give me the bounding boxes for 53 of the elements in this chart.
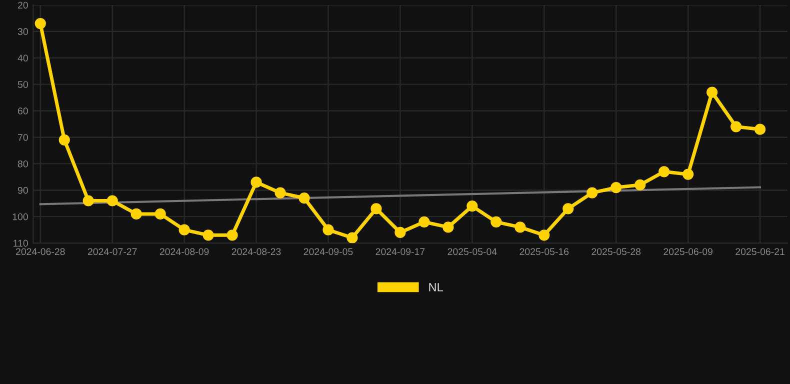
- point: [586, 187, 598, 198]
- x-tick-label: 2024-07-27: [88, 248, 137, 256]
- x-tick-label: 2024-08-23: [232, 248, 281, 256]
- point: [178, 224, 190, 236]
- point: [490, 216, 502, 228]
- point: [394, 226, 406, 238]
- point: [322, 224, 334, 236]
- y-tick-label: 80: [18, 160, 28, 168]
- point: [106, 195, 118, 206]
- point: [538, 230, 550, 241]
- x-tick-label: 2025-06-21: [736, 248, 784, 256]
- point: [298, 192, 310, 204]
- point: [370, 203, 382, 214]
- point: [442, 222, 454, 233]
- legend-label: NL: [429, 283, 443, 292]
- point: [634, 179, 646, 190]
- y-tick-label: 60: [18, 108, 28, 114]
- x-tick-label: 2025-05-04: [448, 248, 497, 256]
- y-tick-label: 90: [18, 186, 28, 194]
- point: [58, 134, 70, 146]
- x-tick-label: 2024-09-05: [304, 248, 353, 256]
- point: [466, 200, 478, 212]
- x-tick-label: 2025-05-16: [520, 248, 569, 256]
- x-tick-label: 2025-05-28: [592, 248, 641, 256]
- y-tick-label: 40: [18, 54, 28, 62]
- point: [34, 18, 46, 30]
- x-tick-label: 2024-08-09: [160, 248, 209, 256]
- point: [130, 208, 142, 220]
- point: [706, 86, 718, 98]
- point: [250, 176, 262, 188]
- point: [682, 168, 694, 180]
- point: [274, 187, 286, 198]
- y-tick-label: 100: [12, 213, 28, 220]
- x-tick-label: 2025-06-09: [664, 248, 712, 256]
- point: [226, 230, 238, 241]
- y-tick-label: 20: [18, 2, 28, 9]
- point: [82, 195, 94, 206]
- point: [514, 222, 526, 233]
- y-tick-label: 50: [18, 81, 28, 88]
- point: [154, 208, 166, 220]
- y-tick-label: 110: [14, 240, 28, 247]
- point: [562, 203, 574, 214]
- point: [202, 230, 214, 241]
- point: [754, 124, 766, 135]
- point: [610, 182, 622, 194]
- x-tick-label: 2024-06-28: [16, 248, 65, 256]
- point: [346, 232, 358, 244]
- y-tick-label: 30: [18, 28, 28, 36]
- point: [418, 216, 430, 228]
- point: [730, 121, 742, 132]
- x-tick-label: 2024-09-17: [376, 248, 425, 256]
- y-tick-label: 70: [18, 134, 28, 141]
- point: [658, 166, 670, 178]
